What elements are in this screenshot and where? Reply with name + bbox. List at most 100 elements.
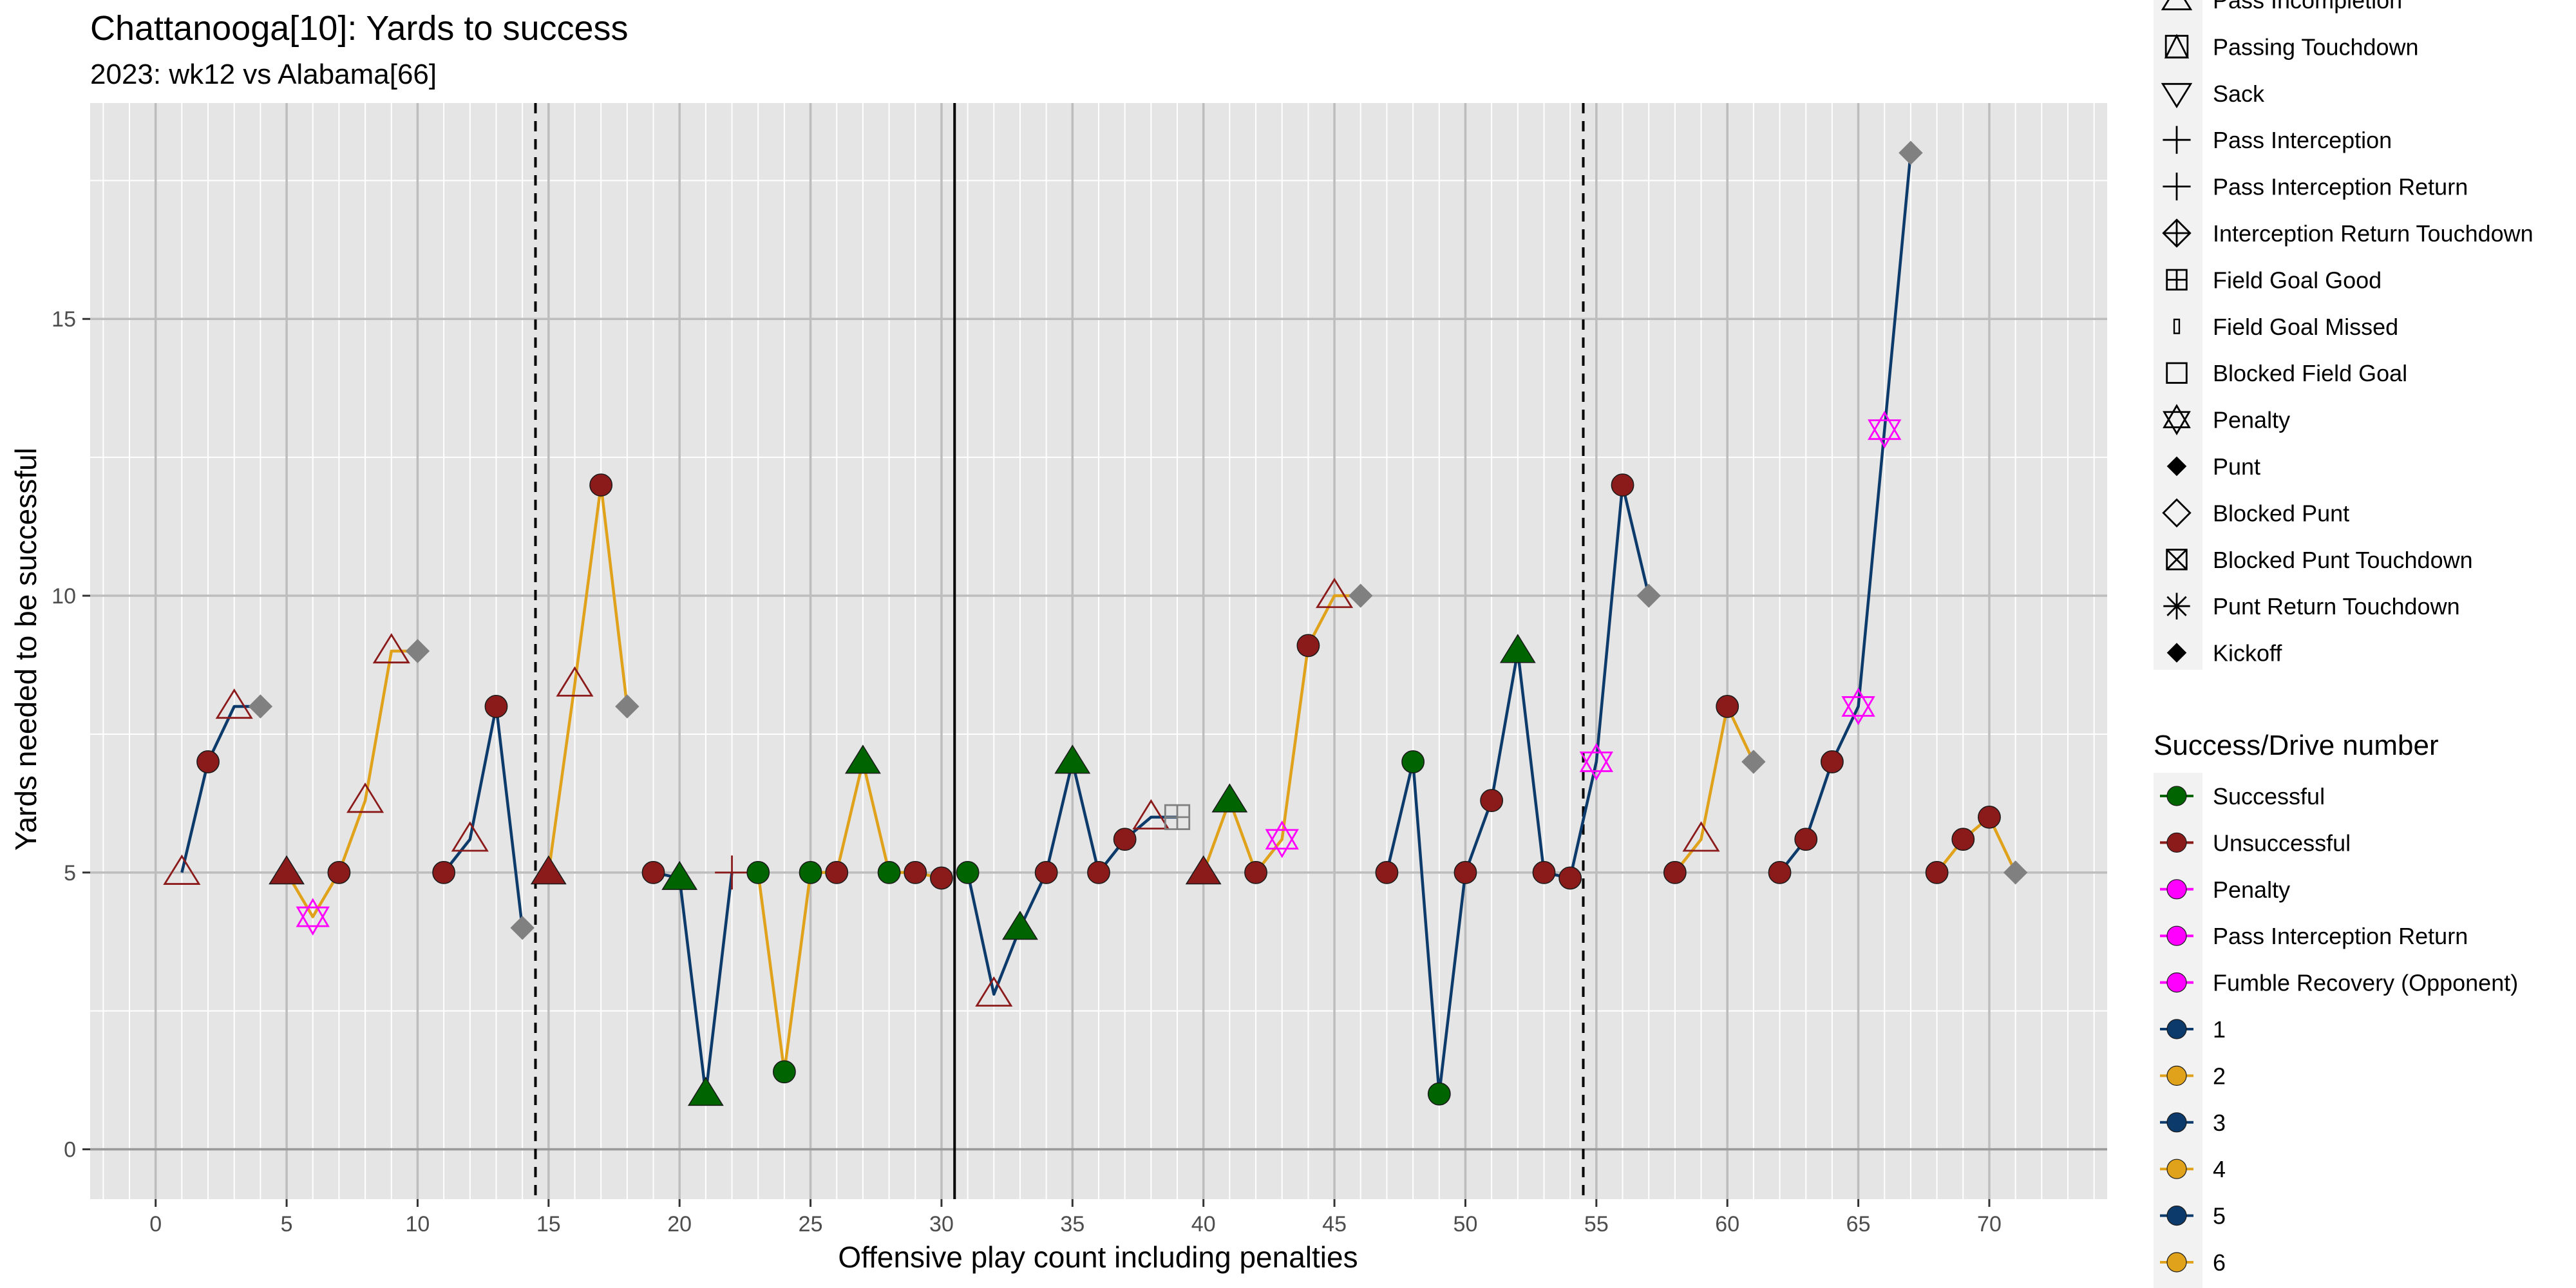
x-tick-label: 10 (406, 1212, 430, 1236)
play-point-12 (451, 821, 489, 852)
play-point-19 (641, 860, 665, 884)
play-point-57 (1636, 583, 1661, 608)
legend-color-swatch (2166, 1065, 2187, 1086)
legend-color-swatch (2166, 925, 2187, 946)
x-tick-label: 60 (1715, 1212, 1739, 1236)
play-point-32 (975, 976, 1013, 1007)
x-tick-label: 15 (536, 1212, 561, 1236)
chart-subtitle: 2023: wk12 vs Alabama[66] (90, 59, 437, 90)
play-point-34 (1034, 860, 1058, 884)
drive-line-4 (547, 483, 629, 873)
play-point-22 (715, 855, 749, 890)
play-point-59 (1682, 821, 1720, 852)
play-point-70 (1978, 805, 2001, 829)
legend-color-label: Pass Interception Return (2213, 923, 2468, 949)
legend: Pass Incompletion Passing Touchdown Sack Pa… (2154, 0, 2533, 1288)
play-point-10 (405, 639, 430, 663)
legend-shape-key (2161, 82, 2193, 109)
legend-shape-label: Pass Incompletion (2213, 0, 2402, 14)
legend-color-swatch (2166, 1112, 2187, 1133)
play-point-38 (1132, 799, 1170, 829)
x-axis-label: Offensive play count including penalties (838, 1240, 1358, 1274)
legend-color-label: Unsuccessful (2213, 829, 2351, 856)
play-point-67 (1899, 140, 1923, 166)
play-point-3 (215, 688, 253, 719)
x-tick-label: 25 (799, 1212, 823, 1236)
legend-shape-key (2166, 549, 2188, 571)
play-point-15 (530, 855, 567, 885)
legend-shape-label: Pass Interception Return (2213, 174, 2468, 200)
legend-shape-key (2163, 404, 2191, 435)
play-point-64 (1820, 750, 1844, 773)
play-point-2 (196, 750, 220, 773)
play-point-68 (1925, 860, 1949, 884)
drive-line-1 (180, 705, 261, 873)
legend-color-swatch (2166, 972, 2187, 993)
legend-shape-key (2163, 592, 2190, 620)
play-point-39 (1164, 804, 1191, 830)
play-point-62 (1768, 860, 1792, 884)
legend-shape-key (2166, 362, 2188, 384)
legend-color-label: 5 (2213, 1203, 2226, 1229)
y-tick-label: 10 (52, 584, 76, 609)
legend-color-label: 2 (2213, 1063, 2226, 1089)
play-point-9 (372, 633, 410, 664)
play-point-49 (1427, 1082, 1451, 1106)
play-point-6 (296, 898, 330, 936)
legend-color-label: 6 (2213, 1249, 2226, 1276)
legend-color-label: 4 (2213, 1156, 2226, 1182)
play-point-30 (930, 866, 953, 890)
play-point-41 (1211, 783, 1248, 813)
legend-color-label: 1 (2213, 1016, 2226, 1043)
y-tick-label: 15 (52, 307, 76, 332)
play-point-24 (772, 1060, 796, 1084)
play-point-45 (1316, 578, 1354, 609)
play-point-36 (1087, 860, 1110, 884)
legend-color-swatch (2166, 1205, 2187, 1226)
legend-shape-label: Pass Interception (2213, 127, 2392, 153)
play-point-71 (2003, 860, 2028, 885)
play-point-60 (1716, 695, 1739, 718)
play-point-56 (1611, 473, 1634, 497)
play-point-53 (1532, 860, 1556, 884)
legend-shape-label: Blocked Punt (2213, 500, 2349, 526)
legend-color-swatch (2166, 1159, 2187, 1179)
play-point-35 (1054, 744, 1091, 774)
drive-line-10 (1674, 705, 1755, 874)
legend-shape-key (2163, 126, 2191, 154)
play-point-52 (1499, 634, 1536, 663)
legend-color-swatch (2166, 879, 2187, 900)
play-point-48 (1401, 750, 1425, 773)
x-tick-label: 5 (281, 1212, 293, 1236)
chart-title: Chattanooga[10]: Yards to success (90, 9, 629, 48)
play-point-7 (327, 860, 351, 884)
y-axis-label: Yards needed to be successful (9, 448, 43, 851)
play-point-54 (1558, 866, 1582, 890)
play-point-21 (687, 1076, 724, 1106)
x-tick-label: 50 (1454, 1212, 1478, 1236)
legend-shape-key (2166, 643, 2187, 663)
play-point-14 (510, 916, 535, 940)
legend-color-label: Penalty (2213, 876, 2290, 903)
x-tick-label: 20 (667, 1212, 692, 1236)
x-tick-label: 70 (1977, 1212, 2002, 1236)
legend-shape-label: Sack (2213, 80, 2265, 107)
play-point-37 (1113, 828, 1137, 851)
drive-line-12 (1935, 815, 2017, 874)
play-point-44 (1296, 634, 1320, 658)
play-point-11 (432, 860, 456, 884)
axes: 0 5 10 15 20 25 30 35 40 45 50 55 60 65 70 0 5 10 15 (52, 307, 2002, 1236)
legend-color-swatch (2166, 786, 2187, 806)
x-tick-label: 30 (929, 1212, 954, 1236)
legend-color-label: 3 (2213, 1110, 2226, 1136)
play-point-66 (1868, 410, 1902, 449)
play-point-63 (1794, 828, 1818, 851)
play-point-26 (825, 860, 849, 884)
play-point-33 (1002, 911, 1038, 940)
play-point-16 (556, 666, 594, 697)
legend-shape-key (2173, 318, 2181, 334)
play-point-23 (746, 860, 770, 884)
play-point-31 (956, 860, 980, 884)
legend-color-label: Fumble Recovery (Opponent) (2213, 970, 2518, 996)
